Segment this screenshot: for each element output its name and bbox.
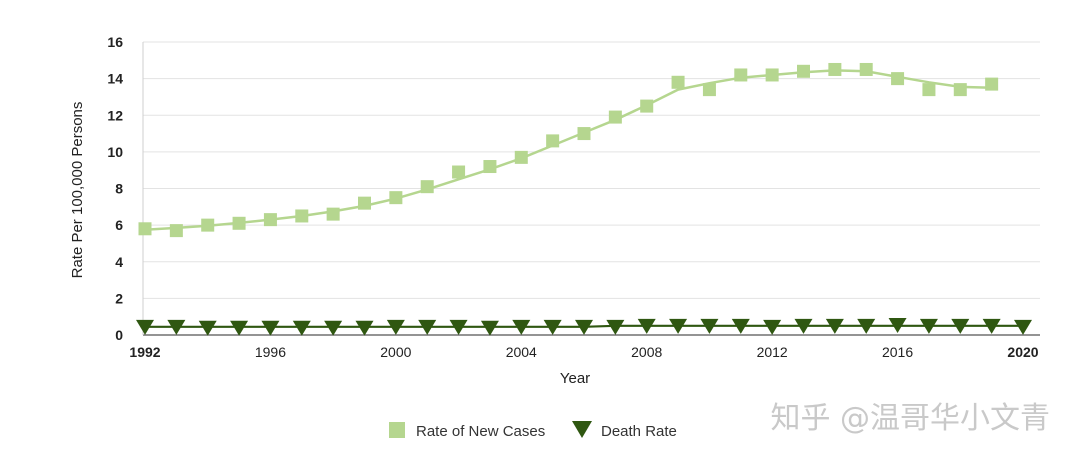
y-tick-label: 4 — [115, 254, 123, 270]
data-point-triangle — [449, 319, 468, 335]
legend: Rate of New Cases Death Rate — [389, 421, 677, 440]
x-tick-label: 2020 — [1007, 344, 1038, 360]
data-point-square — [765, 68, 779, 82]
data-point-triangle — [857, 318, 876, 334]
data-point-triangle — [418, 319, 437, 335]
data-point-square — [577, 127, 591, 141]
data-point-square — [201, 218, 215, 232]
y-tick-label: 12 — [107, 107, 123, 123]
y-tick-label: 16 — [107, 34, 123, 50]
grid — [143, 41, 1040, 299]
data-point-square — [828, 62, 842, 76]
data-point-square — [953, 83, 967, 97]
data-point-triangle — [292, 320, 311, 336]
legend-swatch-triangle — [572, 421, 592, 438]
data-point-triangle — [512, 319, 531, 335]
series-1 — [136, 318, 1032, 336]
legend-label: Death Rate — [601, 423, 677, 440]
data-point-triangle — [669, 318, 688, 334]
data-point-square — [922, 83, 936, 97]
data-point-square — [985, 77, 999, 91]
data-point-triangle — [230, 320, 249, 336]
data-point-triangle — [919, 318, 938, 334]
data-point-square — [891, 72, 905, 86]
data-point-square — [169, 224, 183, 238]
data-point-triangle — [136, 319, 154, 335]
data-point-square — [702, 83, 716, 97]
data-point-square — [671, 75, 685, 89]
data-point-triangle — [888, 318, 907, 334]
data-point-triangle — [480, 320, 499, 336]
data-point-square — [797, 64, 810, 78]
data-point-square — [859, 62, 873, 76]
data-point-triangle — [1014, 319, 1032, 335]
data-point-triangle — [543, 319, 562, 335]
y-tick-label: 0 — [115, 327, 123, 343]
x-tick-label: 2008 — [631, 344, 662, 360]
data-point-triangle — [825, 318, 844, 334]
data-point-square — [263, 213, 277, 227]
x-tick-label: 1996 — [255, 344, 286, 360]
data-point-triangle — [763, 319, 782, 335]
data-point-square — [232, 216, 246, 230]
data-point-square — [514, 150, 528, 164]
data-point-square — [452, 165, 466, 179]
data-point-square — [389, 191, 403, 205]
series-layer — [136, 62, 1032, 336]
data-point-square — [483, 160, 497, 174]
y-tick-label: 10 — [107, 144, 123, 160]
data-point-triangle — [606, 319, 625, 335]
y-axis-title: Rate Per 100,000 Persons — [69, 102, 86, 279]
data-point-triangle — [261, 320, 280, 336]
data-point-triangle — [575, 319, 593, 335]
data-point-square — [420, 180, 434, 194]
data-point-triangle — [731, 318, 750, 334]
data-point-triangle — [355, 320, 374, 336]
y-tick-label: 2 — [115, 290, 123, 306]
y-tick-label: 14 — [107, 71, 123, 87]
x-axis-title: Year — [560, 370, 590, 387]
data-point-triangle — [324, 320, 343, 336]
axes: 0 2 4 6 8 10 12 14 16 1992 1996 2000 2004 2008 2012 201… — [107, 34, 1040, 360]
x-tick-label: 2012 — [757, 344, 788, 360]
data-point-triangle — [982, 318, 1001, 334]
y-tick-label: 8 — [115, 181, 123, 197]
data-point-square — [640, 99, 654, 113]
data-point-triangle — [700, 318, 719, 334]
data-point-square — [734, 68, 748, 82]
series-0 — [138, 62, 999, 238]
data-point-square — [326, 207, 340, 221]
data-point-triangle — [794, 318, 813, 334]
legend-label: Rate of New Cases — [416, 423, 545, 440]
y-tick-label: 6 — [115, 217, 123, 233]
x-tick-label: 1992 — [129, 344, 160, 360]
data-point-square — [138, 222, 152, 236]
legend-swatch-square — [389, 422, 405, 438]
x-tick-label: 2016 — [882, 344, 913, 360]
data-point-triangle — [198, 320, 217, 336]
data-point-triangle — [167, 319, 186, 335]
x-tick-label: 2000 — [380, 344, 411, 360]
data-point-triangle — [386, 319, 405, 335]
trend-line — [144, 69, 992, 231]
data-point-square — [608, 110, 622, 124]
x-tick-label: 2004 — [506, 344, 537, 360]
data-point-triangle — [637, 318, 656, 334]
data-point-square — [358, 196, 371, 210]
data-point-square — [546, 134, 560, 148]
data-point-square — [295, 209, 309, 223]
watermark: 知乎 @温哥华小文青 — [770, 401, 1050, 436]
data-point-triangle — [951, 318, 970, 334]
